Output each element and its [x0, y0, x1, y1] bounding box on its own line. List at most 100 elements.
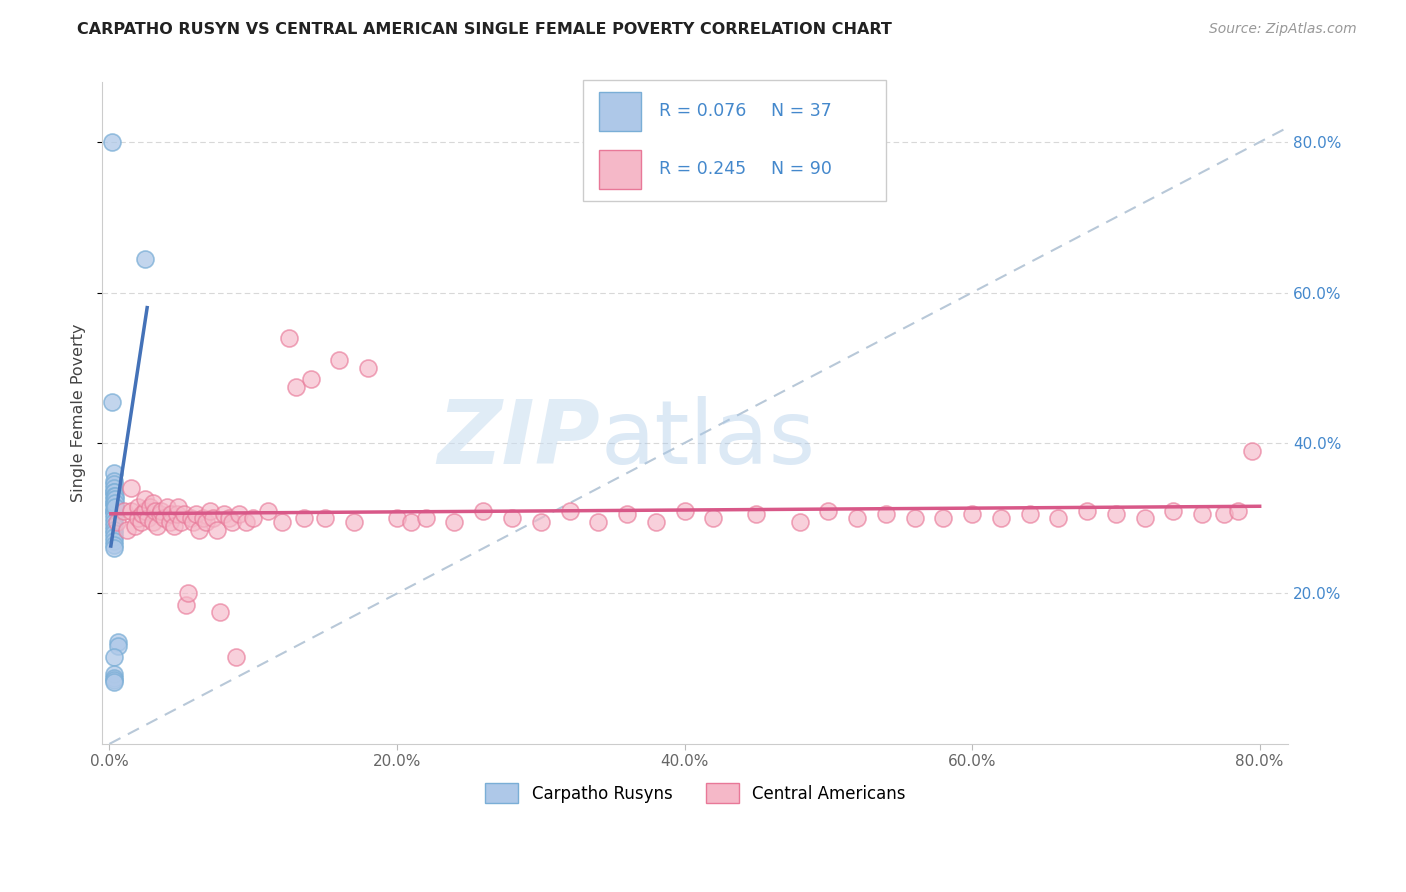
Point [115, 523, 138, 537]
Point [145, 504, 167, 518]
Point [103, 511, 125, 525]
Point [401, 515, 423, 529]
Point [285, 379, 308, 393]
Point [105, 515, 128, 529]
Point [1212, 508, 1234, 522]
Text: atlas: atlas [600, 396, 815, 483]
Point [1227, 504, 1250, 518]
Point [103, 518, 125, 533]
Text: R = 0.245: R = 0.245 [659, 160, 747, 178]
Point [103, 667, 125, 681]
Point [357, 360, 380, 375]
Point [127, 511, 149, 525]
Point [103, 492, 125, 507]
Point [194, 515, 217, 529]
Point [221, 515, 243, 529]
Point [103, 504, 125, 518]
Point [191, 511, 214, 525]
Point [960, 508, 983, 522]
Point [153, 511, 176, 525]
Point [103, 484, 125, 499]
Point [817, 504, 839, 518]
Point [136, 511, 159, 525]
Point [104, 489, 127, 503]
Point [314, 511, 336, 525]
Point [103, 474, 125, 488]
Point [789, 515, 811, 529]
Point [149, 508, 172, 522]
Point [107, 639, 129, 653]
Point [1133, 511, 1156, 525]
Point [103, 537, 125, 551]
Point [166, 508, 188, 522]
Point [932, 511, 955, 525]
Point [141, 496, 163, 510]
Point [134, 492, 156, 507]
Point [112, 504, 135, 518]
Point [103, 533, 125, 548]
Text: ZIP: ZIP [437, 396, 600, 483]
Point [228, 508, 250, 522]
Point [103, 500, 125, 514]
Point [328, 353, 350, 368]
Point [1191, 508, 1213, 522]
Point [209, 605, 232, 619]
Point [127, 500, 149, 514]
Point [225, 650, 247, 665]
Point [103, 523, 125, 537]
Point [184, 508, 207, 522]
Point [415, 511, 437, 525]
Point [120, 504, 142, 518]
Point [160, 508, 183, 522]
Point [644, 515, 666, 529]
Point [131, 508, 153, 522]
Point [103, 541, 125, 556]
Point [443, 515, 465, 529]
Point [299, 372, 322, 386]
Point [1018, 508, 1040, 522]
Text: N = 90: N = 90 [770, 160, 832, 178]
Point [124, 518, 146, 533]
Point [702, 511, 724, 525]
Point [159, 515, 181, 529]
Point [101, 135, 124, 149]
Y-axis label: Single Female Poverty: Single Female Poverty [72, 324, 86, 502]
Point [174, 598, 197, 612]
Point [104, 500, 127, 514]
Point [1105, 508, 1128, 522]
Point [235, 515, 257, 529]
Point [616, 508, 638, 522]
Point [745, 508, 768, 522]
Point [588, 515, 610, 529]
Bar [599, 93, 641, 131]
Point [875, 508, 897, 522]
Point [271, 515, 294, 529]
Point [134, 504, 156, 518]
Point [103, 489, 125, 503]
Point [103, 675, 125, 690]
Point [673, 504, 696, 518]
Point [180, 511, 202, 525]
Point [278, 331, 301, 345]
Point [103, 477, 125, 491]
Bar [599, 150, 641, 188]
Point [104, 492, 127, 507]
Point [103, 515, 125, 529]
Point [167, 500, 190, 514]
Point [156, 500, 179, 514]
Point [103, 508, 125, 522]
Point [101, 394, 124, 409]
Point [103, 481, 125, 495]
Point [103, 650, 125, 665]
Point [846, 511, 869, 525]
Point [501, 511, 523, 525]
Point [129, 515, 152, 529]
Point [201, 511, 224, 525]
Legend: Carpatho Rusyns, Central Americans: Carpatho Rusyns, Central Americans [477, 775, 914, 812]
Point [1076, 504, 1098, 518]
Point [103, 466, 125, 480]
Point [207, 523, 229, 537]
Point [292, 511, 315, 525]
Point [163, 518, 186, 533]
Point [138, 500, 160, 514]
